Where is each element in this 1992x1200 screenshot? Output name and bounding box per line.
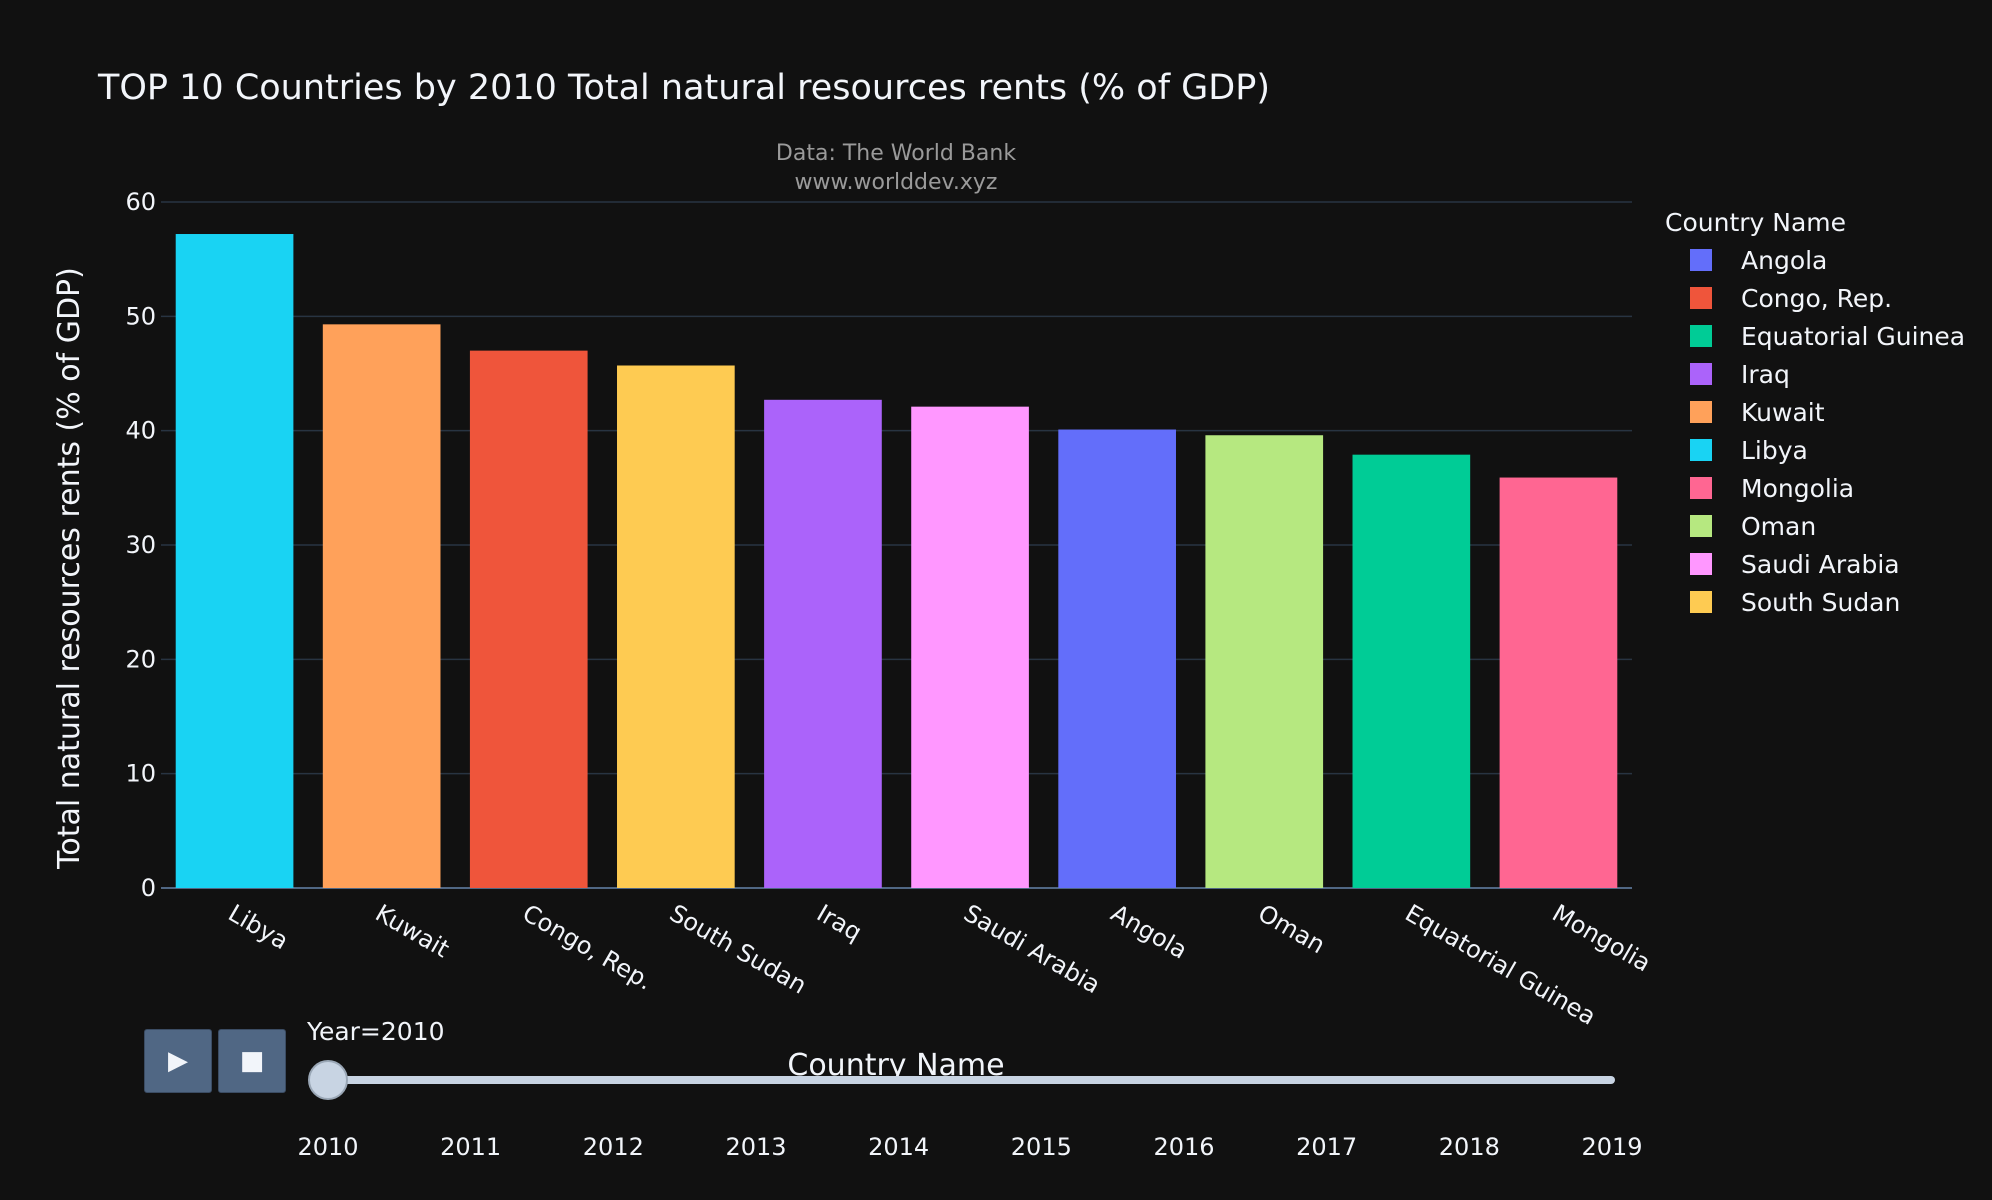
- slider-year-label[interactable]: 2012: [583, 1133, 644, 1161]
- legend-entry-label[interactable]: Saudi Arabia: [1741, 550, 1900, 579]
- legend-swatch[interactable]: [1690, 363, 1712, 385]
- legend-swatch[interactable]: [1690, 325, 1712, 347]
- legend-entry-label[interactable]: Mongolia: [1741, 474, 1854, 503]
- slider-current-label: Year=2010: [306, 1017, 445, 1046]
- y-tick-label: 0: [141, 874, 156, 902]
- legend-entry-label[interactable]: South Sudan: [1741, 588, 1900, 617]
- x-tick-label: South Sudan: [665, 899, 811, 1000]
- x-tick-label: Iraq: [812, 899, 867, 947]
- y-tick-label: 30: [125, 531, 156, 559]
- y-axis-ticks: 0 10 20 30 40 50 60: [125, 188, 156, 902]
- stop-icon: ■: [239, 1046, 265, 1076]
- x-tick-label: Kuwait: [371, 899, 454, 963]
- chart-subtitle-source: Data: The World Bank: [776, 141, 1016, 166]
- legend-swatch[interactable]: [1690, 439, 1712, 461]
- slider-year-label[interactable]: 2016: [1153, 1133, 1214, 1161]
- bar[interactable]: [911, 406, 1029, 888]
- legend-swatch[interactable]: [1690, 249, 1712, 271]
- slider-year-label[interactable]: 2011: [440, 1133, 501, 1161]
- slider-track[interactable]: [328, 1076, 1615, 1084]
- x-tick-label: Oman: [1253, 899, 1330, 959]
- legend-entry-label[interactable]: Iraq: [1741, 360, 1790, 389]
- chart-subtitle-url: www.worlddev.xyz: [795, 170, 998, 195]
- bar[interactable]: [764, 399, 882, 888]
- y-axis-title: Total natural resources rents (% of GDP): [52, 267, 87, 870]
- slider-year-label[interactable]: 2013: [725, 1133, 786, 1161]
- legend-entry-label[interactable]: Oman: [1741, 512, 1816, 541]
- bar[interactable]: [1205, 435, 1324, 888]
- legend: Angola Congo, Rep. Equatorial Guinea Iraq Ku…: [1690, 246, 1965, 617]
- bar[interactable]: [469, 350, 588, 889]
- slider-year-label[interactable]: 2018: [1439, 1133, 1500, 1161]
- x-tick-label: Mongolia: [1547, 899, 1655, 978]
- legend-title: Country Name: [1665, 208, 1846, 237]
- legend-swatch[interactable]: [1690, 477, 1712, 499]
- slider-year-label[interactable]: 2015: [1011, 1133, 1072, 1161]
- legend-swatch[interactable]: [1690, 515, 1712, 537]
- legend-entry-label[interactable]: Congo, Rep.: [1741, 284, 1892, 313]
- x-tick-label: Saudi Arabia: [959, 899, 1105, 999]
- legend-swatch[interactable]: [1690, 591, 1712, 613]
- legend-entry-label[interactable]: Libya: [1741, 436, 1808, 465]
- stop-button[interactable]: ■: [218, 1029, 286, 1093]
- y-tick-label: 40: [125, 417, 156, 445]
- slider-year-label[interactable]: 2014: [868, 1133, 929, 1161]
- legend-entry-label[interactable]: Equatorial Guinea: [1741, 322, 1965, 351]
- y-tick-label: 60: [125, 188, 156, 216]
- bar[interactable]: [175, 234, 294, 889]
- legend-swatch[interactable]: [1690, 287, 1712, 309]
- bar[interactable]: [322, 324, 441, 888]
- play-icon: ▶: [168, 1046, 188, 1076]
- slider-year-label[interactable]: 2010: [297, 1133, 358, 1161]
- bar[interactable]: [1499, 477, 1618, 888]
- bar[interactable]: [617, 365, 735, 888]
- slider-year-ticks: 2010 2011 2012 2013 2014 2015 2016 2017 2018 2019: [297, 1133, 1642, 1161]
- slider-year-label[interactable]: 2017: [1296, 1133, 1357, 1161]
- slider-handle[interactable]: [308, 1060, 348, 1100]
- x-tick-label: Libya: [224, 899, 294, 955]
- x-axis-ticks: Libya Kuwait Congo, Rep. South Sudan Iraq Sau…: [224, 899, 1656, 1031]
- y-tick-label: 10: [125, 760, 156, 788]
- bars: [175, 234, 1618, 889]
- y-tick-label: 20: [125, 645, 156, 673]
- x-tick-label: Angola: [1106, 899, 1192, 965]
- slider-year-label[interactable]: 2019: [1581, 1133, 1642, 1161]
- legend-entry-label[interactable]: Angola: [1741, 246, 1827, 275]
- bar[interactable]: [1352, 454, 1471, 888]
- chart-title: TOP 10 Countries by 2010 Total natural r…: [97, 68, 1270, 108]
- y-tick-label: 50: [125, 302, 156, 330]
- legend-swatch[interactable]: [1690, 401, 1712, 423]
- legend-entry-label[interactable]: Kuwait: [1741, 398, 1825, 427]
- bar[interactable]: [1058, 429, 1176, 888]
- x-tick-label: Congo, Rep.: [518, 899, 658, 996]
- legend-swatch[interactable]: [1690, 553, 1712, 575]
- play-button[interactable]: ▶: [144, 1029, 212, 1093]
